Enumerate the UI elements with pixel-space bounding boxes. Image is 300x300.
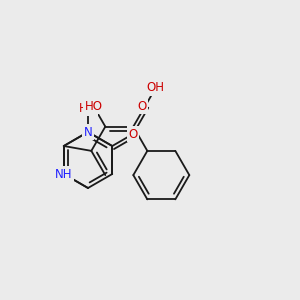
- Text: N: N: [84, 125, 92, 139]
- Text: HO: HO: [79, 102, 97, 115]
- Text: O: O: [128, 128, 137, 141]
- Text: NH: NH: [55, 167, 73, 181]
- Text: O: O: [138, 100, 147, 112]
- Text: OH: OH: [147, 81, 165, 94]
- Text: HO: HO: [84, 100, 102, 112]
